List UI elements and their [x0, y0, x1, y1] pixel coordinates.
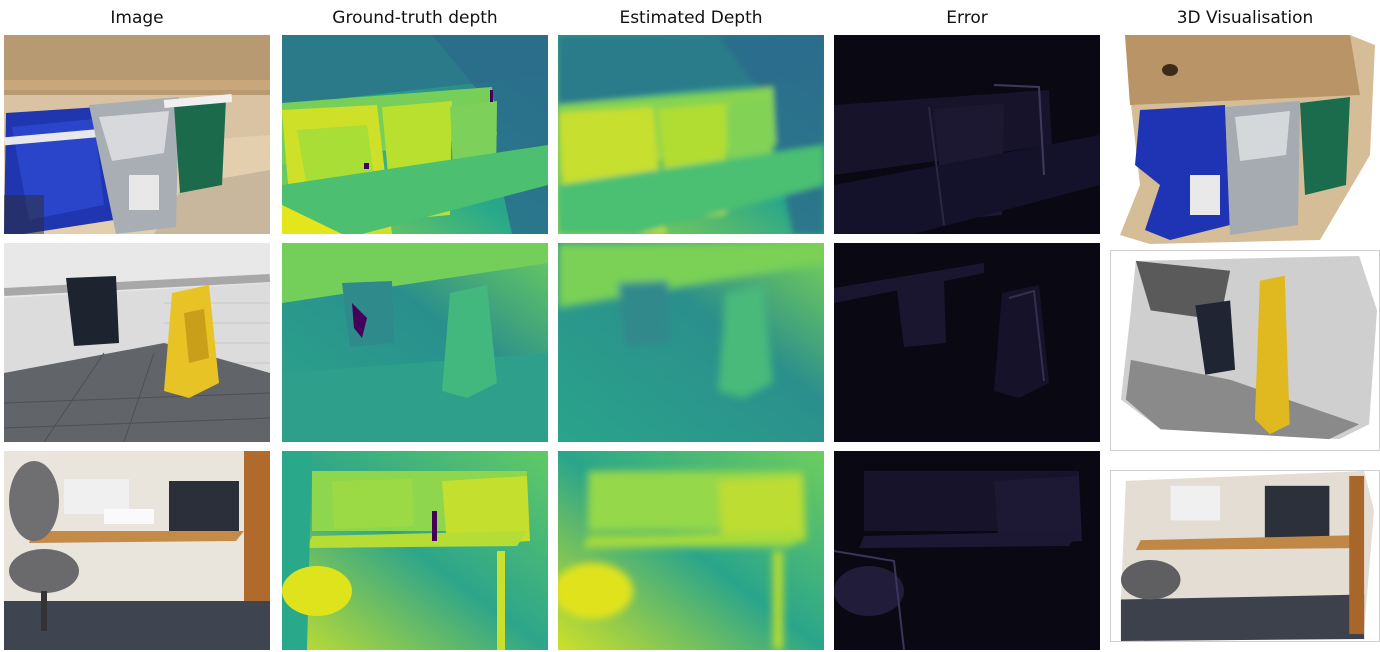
- row3-estimated-depth-map: [558, 451, 824, 650]
- row1-rgb-image: [4, 35, 270, 234]
- column-title-error: Error: [946, 8, 988, 28]
- column-title-estimated-depth: Estimated Depth: [619, 8, 763, 28]
- row2-error-map: [834, 243, 1100, 442]
- row2-rgb-image: [4, 243, 270, 442]
- row3-error-map: [834, 451, 1100, 650]
- row2-estimated-depth-map: [558, 243, 824, 442]
- row3-rgb-image: [4, 451, 270, 650]
- row1-estimated-depth-map: [558, 35, 824, 234]
- column-title-image: Image: [110, 8, 164, 28]
- row2-ground-truth-depth-map: [282, 243, 548, 442]
- row3-3d-visualisation: [1110, 470, 1380, 642]
- row1-ground-truth-depth-map: [282, 35, 548, 234]
- column-title-3d-visualisation: 3D Visualisation: [1176, 8, 1314, 28]
- row2-3d-visualisation: [1110, 250, 1380, 451]
- column-title-ground-truth-depth: Ground-truth depth: [332, 8, 498, 28]
- row1-error-map: [834, 35, 1100, 234]
- row3-ground-truth-depth-map: [282, 451, 548, 650]
- row1-3d-visualisation: [1110, 35, 1380, 244]
